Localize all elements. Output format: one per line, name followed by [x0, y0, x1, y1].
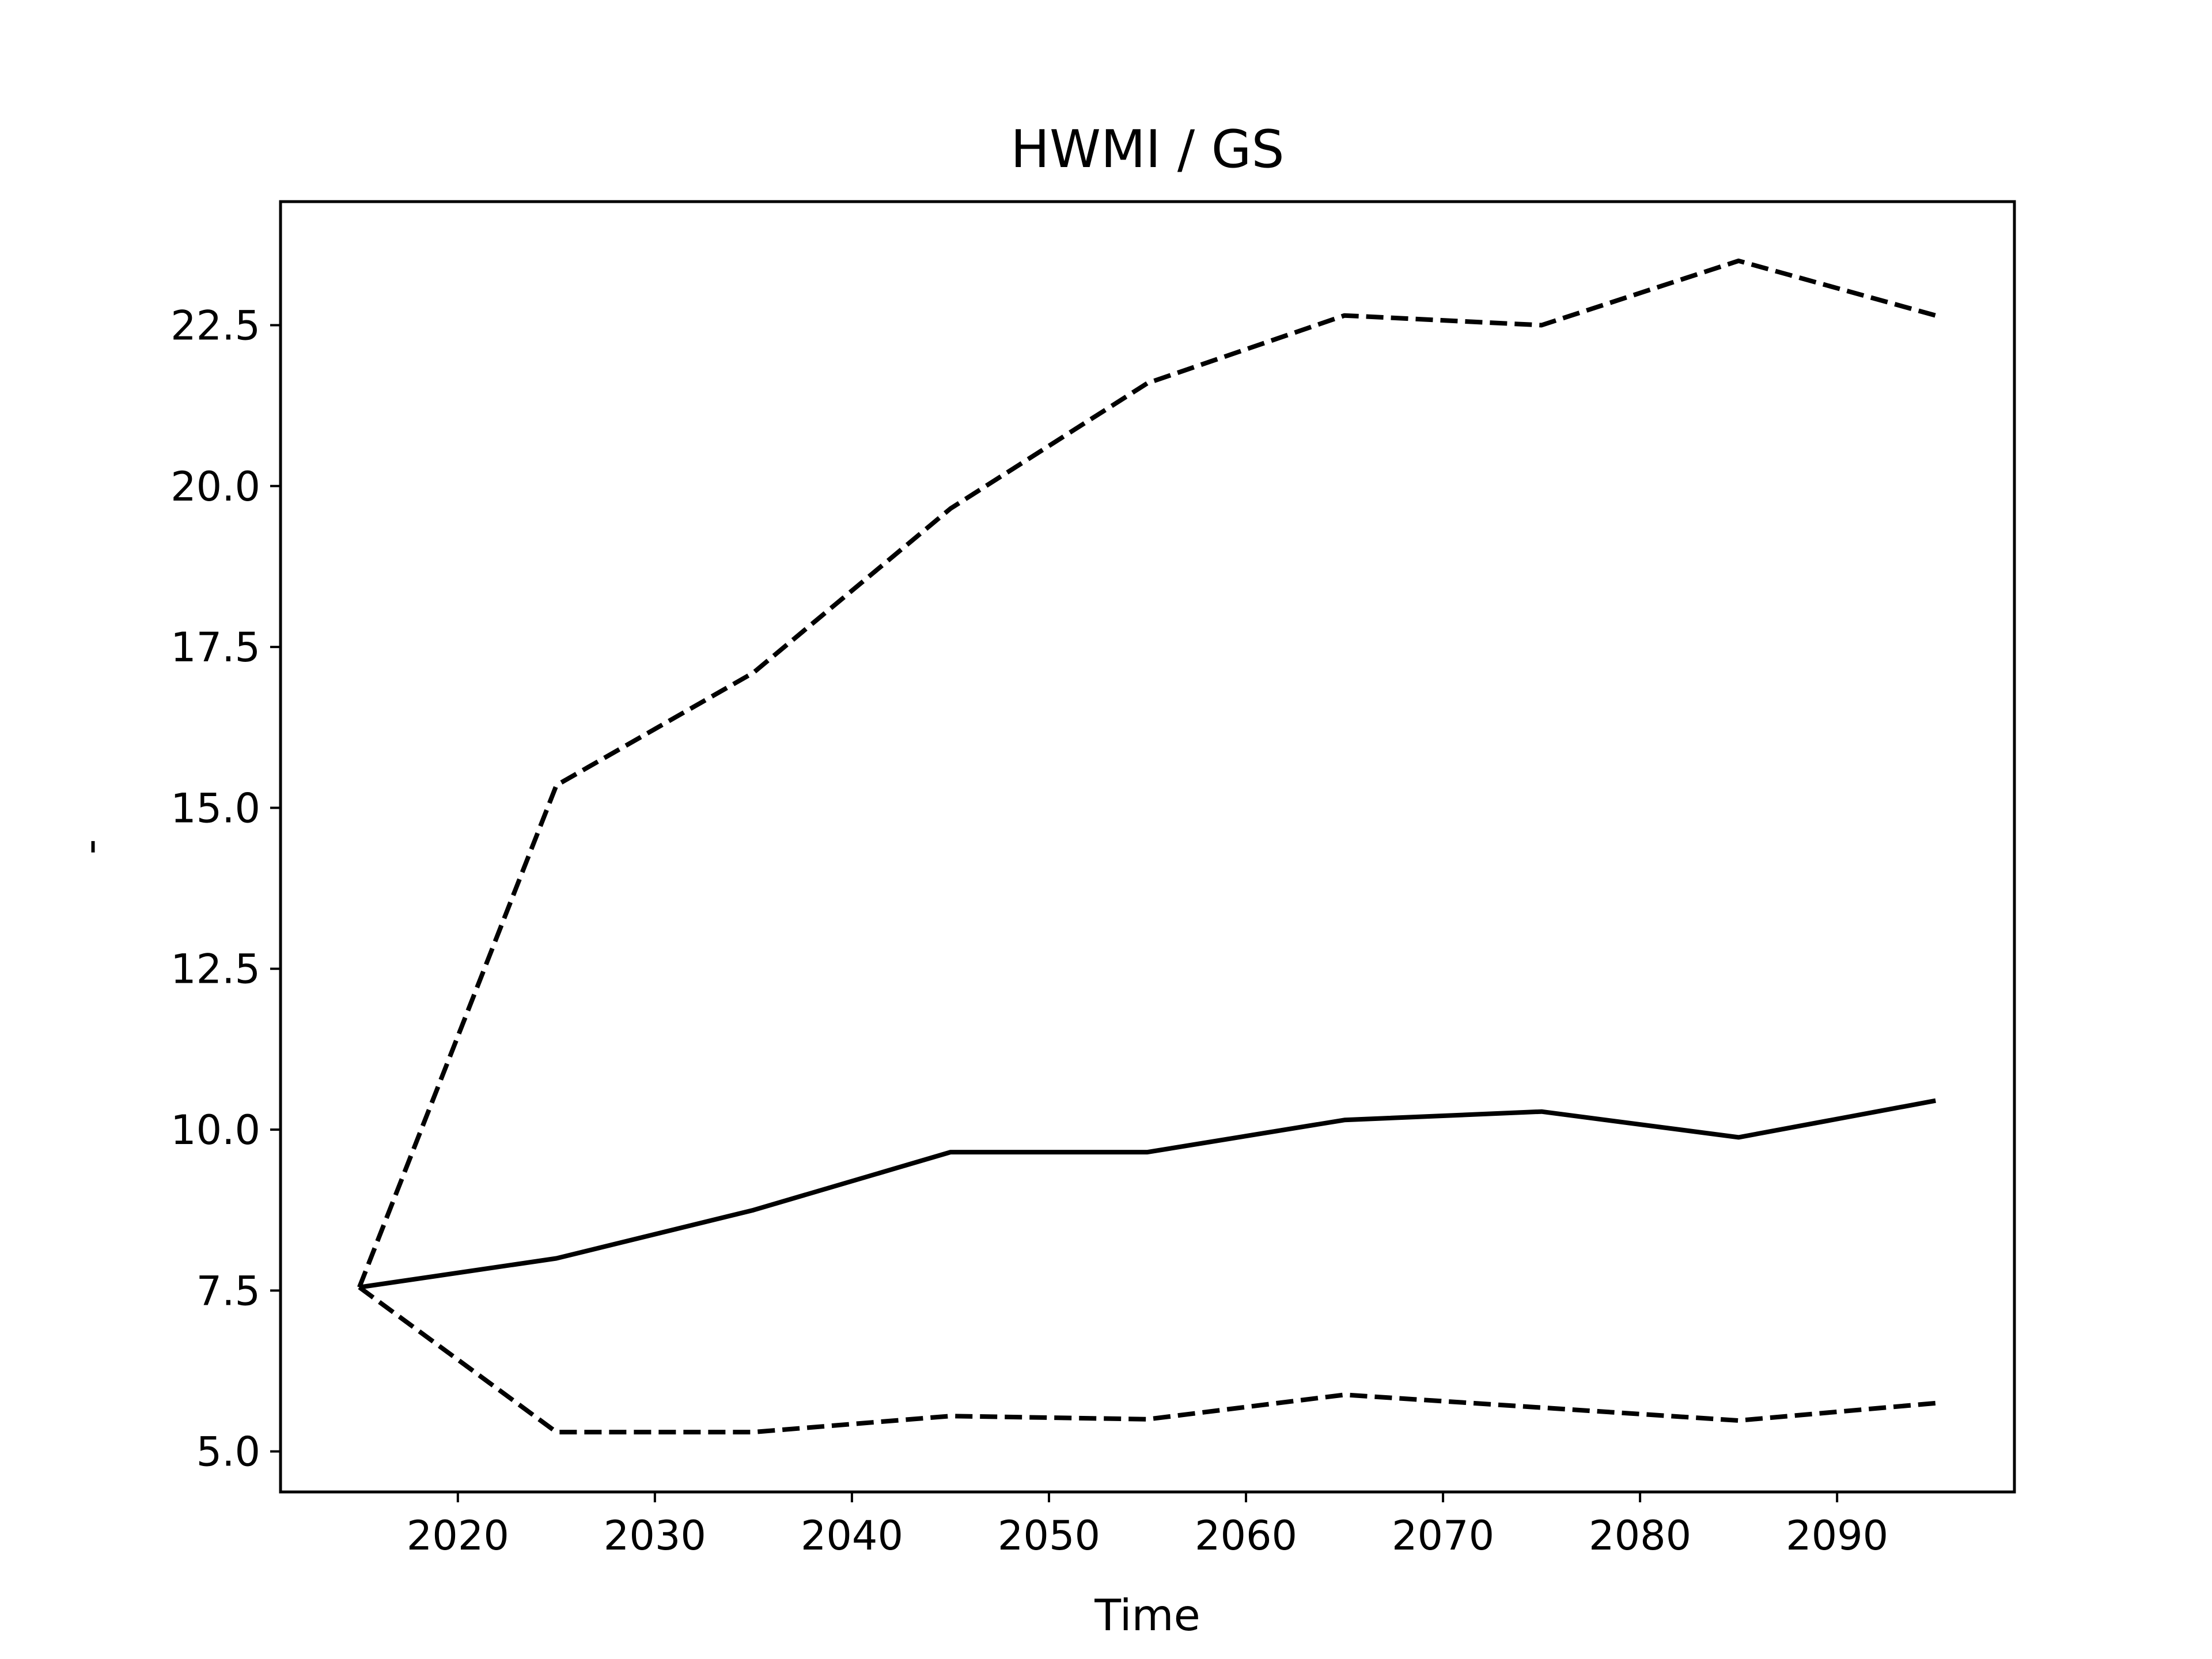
x-tick-label: 2070 [1392, 1512, 1494, 1559]
y-tick-label: 12.5 [171, 946, 260, 993]
ticks-layer: 2020 2030 2040 2050 2060 2070 2080 2090 5.0 7.5 10… [171, 302, 1888, 1559]
x-tick-label: 2020 [407, 1512, 509, 1559]
x-tick-label: 2050 [998, 1512, 1100, 1559]
x-tick-label: 2030 [604, 1512, 706, 1559]
series-line-1 [359, 1098, 1936, 1290]
chart-title: HWMI / GS [1010, 119, 1284, 180]
series-line-2 [357, 258, 1937, 1289]
series-layer [357, 258, 1937, 1435]
y-tick-label: 10.0 [171, 1107, 260, 1154]
x-tick-label: 2090 [1786, 1512, 1888, 1559]
y-tick-label: 15.0 [171, 785, 260, 832]
y-tick-label: 5.0 [196, 1429, 260, 1476]
y-tick-label: 7.5 [196, 1267, 260, 1315]
series-line-3 [358, 1285, 1936, 1435]
x-tick-label: 2060 [1195, 1512, 1297, 1559]
x-tick-label: 2040 [801, 1512, 903, 1559]
y-axis-label: - [65, 839, 115, 854]
x-tick-label: 2080 [1589, 1512, 1691, 1559]
y-tick-label: 17.5 [171, 624, 260, 671]
x-axis-label: Time [1094, 1590, 1200, 1641]
y-tick-label: 20.0 [171, 463, 260, 510]
y-tick-label: 22.5 [171, 302, 260, 350]
plot-area-frame [279, 200, 2016, 1494]
